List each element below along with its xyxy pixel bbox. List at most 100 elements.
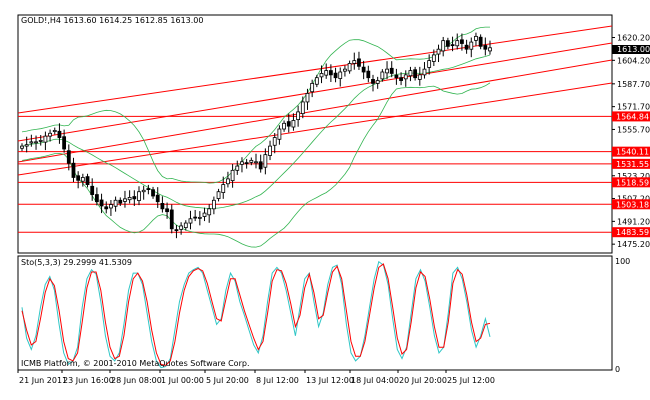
candle xyxy=(62,129,67,153)
level-tag-1 xyxy=(612,146,650,157)
candle-body xyxy=(169,209,174,230)
candle xyxy=(314,74,319,88)
candle xyxy=(174,225,179,239)
candle xyxy=(24,136,29,153)
candle-body xyxy=(277,128,282,140)
candle xyxy=(371,74,375,92)
candle xyxy=(455,33,460,50)
candle-body xyxy=(385,68,389,74)
candle xyxy=(249,157,254,166)
candle xyxy=(258,154,263,173)
candle-body xyxy=(427,60,432,68)
candle-body xyxy=(441,40,446,52)
time-label-8: 20 Jul 20:00 xyxy=(399,376,447,385)
candle xyxy=(155,187,160,208)
candle xyxy=(99,193,104,214)
candle xyxy=(118,197,123,206)
candle xyxy=(146,184,151,195)
candle xyxy=(488,40,492,55)
level-price-tags: 1564.84 1540.11 1531.55 1518.59 1503.18 1483.… xyxy=(612,111,650,238)
candle-body xyxy=(366,70,371,79)
candle xyxy=(183,220,188,231)
candle-body xyxy=(389,67,394,74)
candle-body xyxy=(38,140,43,142)
price-label-4: 1555.70 xyxy=(617,125,650,134)
candle-body xyxy=(48,132,52,137)
band-lower xyxy=(21,82,491,248)
candle-body xyxy=(417,74,422,80)
candle xyxy=(43,131,48,151)
candle-body xyxy=(394,74,399,79)
candle xyxy=(366,65,371,83)
candle xyxy=(361,60,366,80)
candle-body xyxy=(399,77,403,81)
candle-body xyxy=(24,144,29,147)
main-chart-title: GOLD!,H4 1613.60 1614.25 1612.85 1613.00 xyxy=(21,16,203,25)
candle-body xyxy=(380,71,385,80)
candle xyxy=(104,201,109,214)
candle xyxy=(389,61,394,78)
candle xyxy=(90,178,95,201)
candle xyxy=(296,105,301,127)
candle-body xyxy=(249,159,254,163)
price-label-9: 1475.20 xyxy=(617,240,650,249)
candle xyxy=(408,66,413,82)
candle-body xyxy=(174,229,179,232)
candle xyxy=(123,190,127,208)
candle xyxy=(193,209,198,222)
candle-body xyxy=(43,135,48,143)
candle-body xyxy=(230,169,235,182)
candle-body xyxy=(221,184,226,193)
candle-body xyxy=(375,80,380,84)
time-label-4: 5 Jul 20:00 xyxy=(206,376,249,385)
candle xyxy=(291,113,296,131)
candle-body xyxy=(305,92,310,103)
candle-body xyxy=(202,212,207,217)
candle-body xyxy=(90,185,95,195)
candle-body xyxy=(132,196,137,200)
candle-body xyxy=(347,63,352,72)
candle-body xyxy=(352,60,357,64)
current-price-tag: 1613.00 xyxy=(612,45,650,54)
time-label-2: 28 Jun 08:00 xyxy=(111,376,162,385)
candle-body xyxy=(319,73,324,78)
candle-body xyxy=(450,44,455,47)
candle-body xyxy=(146,188,151,190)
candle xyxy=(80,173,85,187)
time-label-7: 18 Jul 04:00 xyxy=(351,376,399,385)
candle-body xyxy=(258,161,263,170)
candle xyxy=(71,157,76,183)
candle-body xyxy=(244,162,249,165)
candle-body xyxy=(357,58,361,67)
candle xyxy=(188,210,193,230)
candle xyxy=(94,187,99,206)
candle-body xyxy=(62,136,67,150)
candle-body xyxy=(183,222,188,229)
candle xyxy=(319,65,324,84)
level-tag-label-5: 1483.59 xyxy=(616,228,649,237)
candle xyxy=(197,211,202,226)
candle xyxy=(282,120,286,132)
candle-body xyxy=(34,141,38,144)
candle xyxy=(29,134,34,147)
candle-body xyxy=(469,41,474,50)
candle-body xyxy=(123,198,127,202)
candle-body xyxy=(113,199,118,207)
candle xyxy=(57,123,62,144)
candle-body xyxy=(478,36,483,47)
candle-body xyxy=(197,216,202,219)
candle-body xyxy=(29,141,34,144)
candle xyxy=(76,171,81,189)
candle-body xyxy=(109,204,113,209)
candle xyxy=(272,133,277,154)
candle-body xyxy=(207,208,212,216)
candle xyxy=(347,60,352,74)
candle-body xyxy=(76,175,81,181)
channel-line-upper xyxy=(18,25,612,114)
level-tag-2 xyxy=(612,158,650,169)
stochastic-signal-line xyxy=(21,263,491,366)
candle-body xyxy=(226,178,230,185)
candle-body xyxy=(57,130,62,138)
